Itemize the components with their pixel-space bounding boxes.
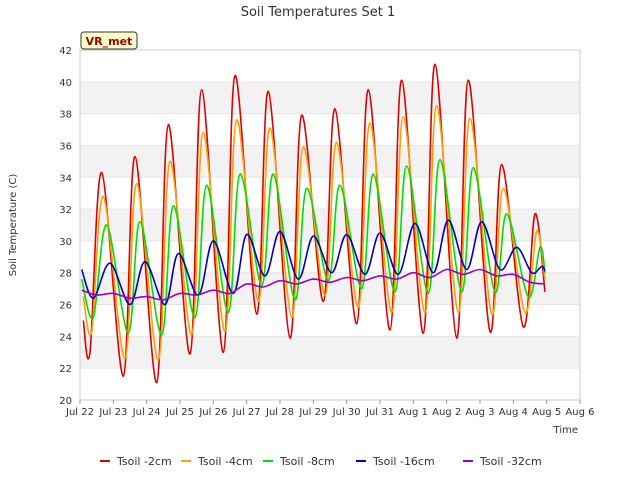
legend-item: Tsoil -2cm — [100, 455, 172, 468]
legend-label: Tsoil -4cm — [197, 455, 253, 468]
y-tick-label: 38 — [59, 110, 72, 121]
legend-item: Tsoil -8cm — [263, 455, 335, 468]
legend-item: Tsoil -4cm — [181, 455, 253, 468]
y-tick-label: 32 — [59, 205, 72, 216]
x-axis: Jul 22 Jul 23 Jul 24 Jul 25 Jul 26 Jul 27 Jul … — [65, 400, 595, 418]
station-label-box: VR_met — [80, 31, 138, 50]
legend-label: Tsoil -8cm — [279, 455, 335, 468]
x-tick-label: Aug 5 — [532, 407, 561, 418]
series-line-1 — [82, 104, 546, 362]
legend-label: Tsoil -16cm — [372, 455, 435, 468]
x-tick-label: Aug 4 — [499, 407, 528, 418]
x-tick-label: Jul 24 — [132, 407, 161, 418]
station-label: VR_met — [86, 35, 133, 48]
x-tick-label: Jul 27 — [232, 407, 261, 418]
x-tick-label: Jul 30 — [332, 407, 361, 418]
x-tick-label: Aug 3 — [465, 407, 494, 418]
plot-area — [79, 49, 581, 401]
x-tick-label: Jul 26 — [198, 407, 227, 418]
series-line-4 — [81, 268, 546, 301]
grid-band — [80, 336, 580, 369]
y-tick-label: 42 — [59, 46, 72, 57]
y-tick-label: 30 — [59, 237, 72, 248]
legend-label: Tsoil -2cm — [116, 455, 172, 468]
y-tick-label: 22 — [59, 364, 72, 375]
legend-item: Tsoil -16cm — [356, 455, 435, 468]
series-line-0 — [82, 63, 546, 384]
x-tick-label: Aug 1 — [399, 407, 428, 418]
chart-title: Soil Temperatures Set 1 — [241, 5, 396, 20]
series-line-2 — [80, 158, 546, 336]
legend-label: Tsoil -32cm — [479, 455, 542, 468]
y-tick-label: 34 — [59, 173, 72, 184]
x-tick-label: Jul 31 — [365, 407, 394, 418]
x-tick-label: Aug 6 — [565, 407, 594, 418]
y-axis: 20 22 24 26 28 30 32 34 36 38 40 42 — [59, 46, 72, 407]
series-lines — [80, 63, 546, 384]
y-tick-label: 40 — [59, 78, 72, 89]
y-tick-label: 20 — [59, 396, 72, 407]
legend-item: Tsoil -32cm — [463, 455, 542, 468]
y-tick-label: 26 — [59, 301, 72, 312]
x-tick-label: Jul 28 — [265, 407, 294, 418]
y-tick-label: 24 — [59, 332, 72, 343]
grid-band — [80, 113, 580, 146]
y-tick-label: 36 — [59, 141, 72, 152]
x-tick-label: Jul 25 — [165, 407, 194, 418]
x-tick-label: Jul 22 — [65, 407, 94, 418]
legend: Tsoil -2cm Tsoil -4cm Tsoil -8cm Tsoil -16c… — [100, 455, 542, 468]
x-tick-label: Jul 29 — [298, 407, 327, 418]
grid-band — [80, 50, 580, 82]
series-line-3 — [80, 219, 546, 306]
x-tick-label: Aug 2 — [432, 407, 461, 418]
grid-band — [80, 368, 580, 400]
x-axis-label: Time — [553, 425, 578, 436]
x-tick-label: Jul 23 — [98, 407, 127, 418]
y-axis-label: Soil Temperature (C) — [8, 174, 19, 277]
grid-band — [80, 81, 580, 114]
y-tick-label: 28 — [59, 269, 72, 280]
